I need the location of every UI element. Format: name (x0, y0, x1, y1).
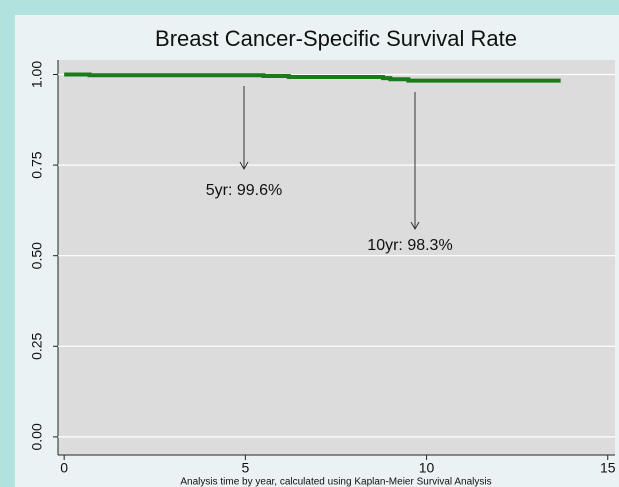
x-tick-label: 10 (419, 460, 435, 476)
y-tick-label: 0.25 (29, 332, 45, 359)
plot-area (58, 60, 615, 455)
survival-line (64, 72, 561, 83)
arrowhead (239, 161, 249, 171)
x-tick-label: 15 (600, 460, 616, 476)
y-tick-label: 0.75 (29, 151, 45, 178)
x-tick-label: 5 (241, 460, 249, 476)
y-tick-label: 0.50 (29, 242, 45, 269)
arrowhead (410, 221, 420, 231)
y-tick-label: 1.00 (29, 61, 45, 88)
annotation: 5yr: 99.6% (206, 182, 282, 199)
y-tick-label: 0.00 (29, 423, 45, 450)
x-tick-label: 0 (60, 460, 68, 476)
x-axis-title: Analysis time by year, calculated using … (180, 477, 491, 487)
annotation: 10yr: 98.3% (367, 237, 452, 254)
chart-title: Breast Cancer-Specific Survival Rate (155, 26, 517, 51)
